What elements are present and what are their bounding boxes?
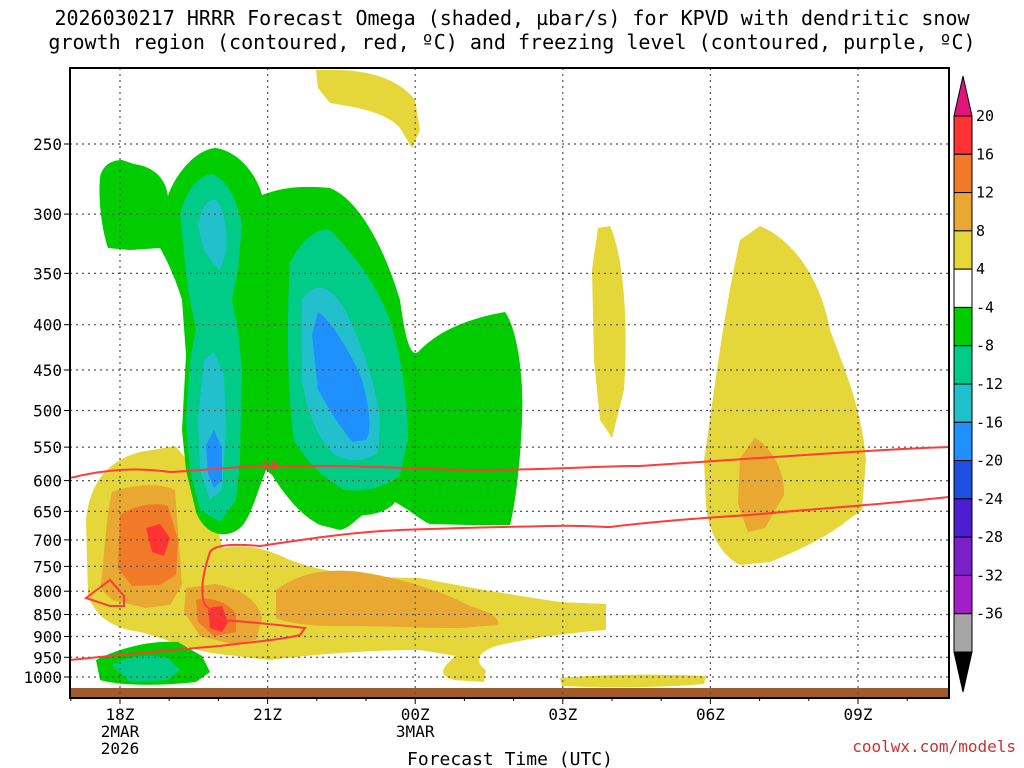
omega-cell-yellow	[560, 674, 706, 688]
omega-cell-yellow	[316, 70, 420, 148]
colorbar-swatch	[953, 613, 973, 653]
omega-cell-cyan	[198, 199, 227, 270]
colorbar-label: 12	[976, 184, 994, 202]
x-tick-year: 2026	[101, 739, 140, 758]
colorbar-swatch	[953, 460, 973, 500]
x-tick-label: 03Z	[548, 705, 577, 724]
y-tick-label: 300	[33, 205, 62, 224]
x-tick-label: 06Z	[696, 705, 725, 724]
colorbar-label: 4	[976, 260, 985, 278]
colorbar-label: 16	[976, 145, 994, 163]
y-tick-label: 400	[33, 316, 62, 335]
y-tick-label: 450	[33, 361, 62, 380]
plot-frame	[69, 67, 950, 699]
y-tick-label: 350	[33, 264, 62, 283]
colorbar-swatch	[953, 268, 973, 308]
colorbar-label: -16	[976, 413, 1003, 431]
omega-cell-blue	[312, 312, 370, 442]
colorbar-swatch	[953, 230, 973, 270]
chart-title: 2026030217 HRRR Forecast Omega (shaded, …	[0, 6, 1024, 54]
x-axis-title: Forecast Time (UTC)	[407, 749, 613, 768]
omega-cell-teal	[180, 174, 242, 522]
omega-cell-teal	[112, 655, 180, 682]
y-tick-label: 750	[33, 557, 62, 576]
y-tick-label: 800	[33, 582, 62, 601]
dgz-upper-contour	[70, 446, 949, 479]
title-line-2: growth region (contoured, red, ºC) and f…	[48, 30, 976, 54]
dgz-contours	[70, 446, 949, 661]
colorbar-swatch	[953, 153, 973, 194]
colorbar-label: -8	[976, 337, 994, 355]
y-tick-label: 550	[33, 438, 62, 457]
y-tick-label: 500	[33, 402, 62, 421]
y-tick-label: 850	[33, 606, 62, 625]
colorbar-label: -20	[976, 452, 1003, 470]
y-tick-label: 700	[33, 531, 62, 550]
omega-cell-gold	[276, 570, 499, 628]
colorbar-swatch	[953, 345, 973, 385]
colorbar-label: -32	[976, 566, 1003, 584]
surface-strip	[70, 688, 949, 698]
colorbar-swatch	[953, 421, 973, 462]
colorbar-swatch	[953, 498, 973, 538]
y-tick-label: 1000	[23, 668, 62, 687]
dgz-small-contour	[83, 578, 125, 607]
omega-cell-gold	[738, 438, 785, 532]
title-line-1: 2026030217 HRRR Forecast Omega (shaded, …	[54, 6, 970, 30]
contour-label: -18	[258, 460, 278, 473]
x-tick-date: 3MAR	[396, 722, 435, 741]
y-axis: 250 300 350 400 450 500 550 600 650 700 750 800 850 9…	[23, 135, 70, 687]
colorbar-swatch	[953, 536, 973, 576]
colorbar: 20 16 12 8 4 -4 -8 -12 -16 -20 -24 -28 -32 -36	[953, 75, 1003, 693]
gridlines	[70, 68, 949, 698]
colorbar-swatch	[953, 574, 973, 615]
credit-text: coolwx.com/models	[852, 737, 1016, 756]
omega-cell-orange	[118, 504, 178, 586]
colorbar-label: -4	[976, 298, 994, 316]
colorbar-label: 20	[976, 107, 994, 125]
x-tick-date: 2MAR	[101, 722, 140, 741]
colorbar-under-triangle	[953, 651, 973, 693]
y-tick-label: 900	[33, 627, 62, 646]
y-tick-label: 250	[33, 135, 62, 154]
colorbar-over-triangle	[953, 75, 973, 117]
colorbar-label: 8	[976, 222, 985, 240]
colorbar-swatch	[953, 306, 973, 347]
colorbar-label: -36	[976, 605, 1003, 623]
omega-cell-red	[146, 524, 170, 556]
omega-shading	[70, 70, 949, 698]
y-tick-label: 950	[33, 648, 62, 667]
x-tick-label: 09Z	[844, 705, 873, 724]
x-tick-label: 00Z	[401, 705, 430, 724]
colorbar-label: -24	[976, 490, 1003, 508]
x-tick-label: 21Z	[253, 705, 282, 724]
colorbar-swatch	[953, 192, 973, 232]
colorbar-label: -28	[976, 528, 1003, 546]
x-tick-label: 18Z	[106, 705, 135, 724]
dgz-lower-contour	[70, 496, 949, 661]
colorbar-swatch	[953, 115, 973, 155]
omega-cell-yellow	[592, 226, 626, 438]
colorbar-label: -12	[976, 375, 1003, 393]
y-tick-label: 650	[33, 502, 62, 521]
omega-cell-blue	[206, 430, 222, 488]
colorbar-swatch	[953, 383, 973, 423]
y-tick-label: 600	[33, 472, 62, 491]
